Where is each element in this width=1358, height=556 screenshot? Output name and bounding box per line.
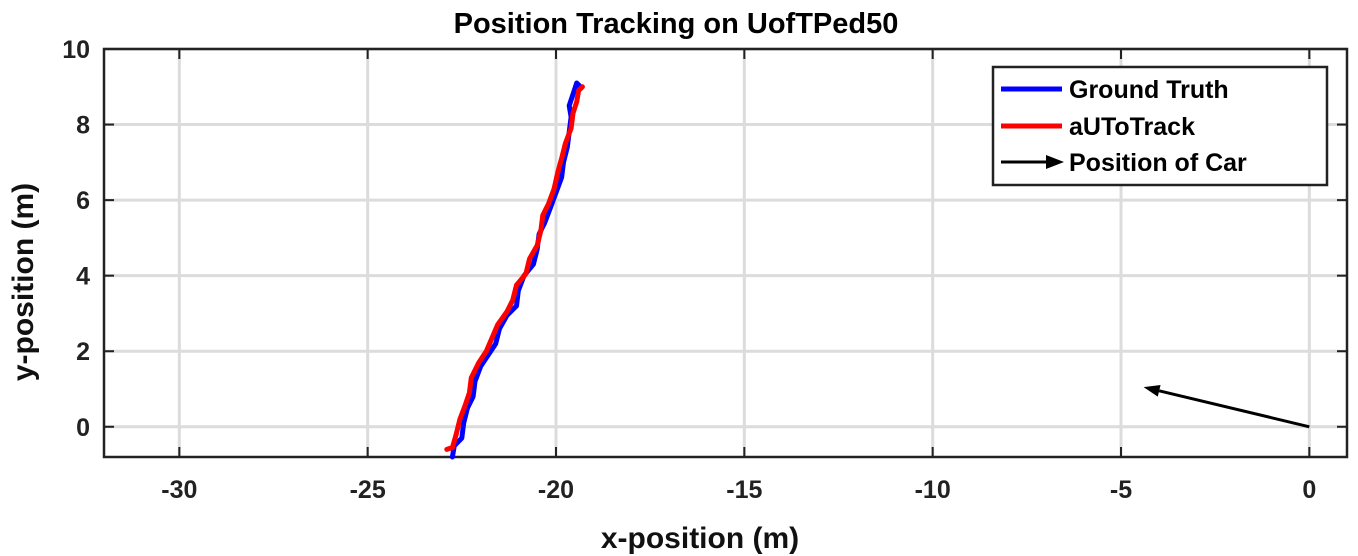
x-tick-label: -25 — [350, 476, 386, 504]
y-tick-label: 10 — [62, 36, 90, 64]
x-tick-label: -30 — [161, 476, 197, 504]
legend-label-autotrack: aUToTrack — [1069, 113, 1195, 141]
x-tick-label: 0 — [1302, 476, 1316, 504]
series-layer — [444, 80, 585, 460]
x-tick-label: -5 — [1110, 476, 1132, 504]
y-tick-label: 2 — [76, 338, 90, 366]
y-tick-label: 6 — [76, 187, 90, 215]
y-tick-label: 0 — [76, 414, 90, 442]
legend-swatch-car-arrow — [1001, 155, 1064, 169]
car-arrow-head — [1143, 385, 1161, 397]
x-axis-label: x-position (m) — [601, 522, 799, 555]
y-axis-label: y-position (m) — [7, 183, 40, 381]
car-arrow-shaft — [1158, 389, 1310, 429]
plot-frame — [102, 47, 1349, 459]
legend: Ground Truth aUToTrack Position of Car — [991, 65, 1329, 187]
series-line-ground-truth — [449, 80, 583, 460]
x-tick-label: -10 — [915, 476, 951, 504]
series-line-autotrack — [444, 84, 585, 452]
car-position-arrow — [1143, 385, 1310, 429]
y-tick-label: 4 — [76, 263, 90, 291]
legend-label-ground-truth: Ground Truth — [1069, 76, 1229, 104]
x-axis-ticks: -30 -25 -20 -15 -10 -5 0 — [161, 49, 1316, 504]
y-tick-label: 8 — [76, 112, 90, 140]
x-tick-label: -15 — [726, 476, 762, 504]
legend-label-position-of-car: Position of Car — [1069, 149, 1247, 177]
y-axis-ticks: 0 2 4 6 8 10 — [62, 36, 1347, 442]
x-tick-label: -20 — [538, 476, 574, 504]
chart-title: Position Tracking on UofTPed50 — [454, 8, 899, 40]
